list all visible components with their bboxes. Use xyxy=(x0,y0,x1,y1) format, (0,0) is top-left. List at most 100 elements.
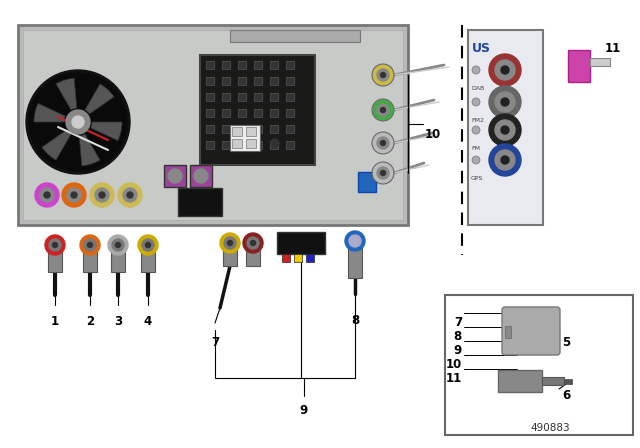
Circle shape xyxy=(115,242,120,247)
Bar xyxy=(230,125,260,151)
Bar xyxy=(111,240,125,272)
Circle shape xyxy=(377,104,389,116)
Text: 2: 2 xyxy=(86,315,94,328)
Circle shape xyxy=(220,233,240,253)
Bar xyxy=(222,109,230,117)
Circle shape xyxy=(35,183,59,207)
Circle shape xyxy=(66,110,90,134)
Bar xyxy=(590,58,610,66)
Bar xyxy=(238,109,246,117)
Circle shape xyxy=(501,66,509,74)
Bar xyxy=(200,55,315,165)
Bar xyxy=(286,93,294,101)
Wedge shape xyxy=(79,134,100,166)
Bar xyxy=(222,93,230,101)
Circle shape xyxy=(72,116,84,128)
Circle shape xyxy=(247,237,259,249)
Bar xyxy=(270,125,278,133)
Bar xyxy=(277,232,325,254)
Bar xyxy=(254,77,262,85)
Circle shape xyxy=(138,235,158,255)
Bar xyxy=(286,61,294,69)
Bar xyxy=(254,61,262,69)
Bar xyxy=(141,240,155,272)
Bar xyxy=(190,165,212,187)
Bar xyxy=(254,93,262,101)
Circle shape xyxy=(145,242,150,247)
Bar xyxy=(18,25,408,225)
Circle shape xyxy=(62,183,86,207)
Bar xyxy=(254,109,262,117)
Circle shape xyxy=(501,98,509,106)
Bar xyxy=(270,77,278,85)
Bar xyxy=(246,238,260,266)
Circle shape xyxy=(227,241,232,246)
Circle shape xyxy=(271,139,279,147)
Bar xyxy=(48,240,62,272)
Circle shape xyxy=(373,65,393,85)
Bar xyxy=(542,377,564,385)
Circle shape xyxy=(49,239,61,251)
Text: US: US xyxy=(472,42,491,55)
Circle shape xyxy=(88,242,93,247)
Circle shape xyxy=(224,237,236,249)
Bar xyxy=(206,125,214,133)
Circle shape xyxy=(29,73,127,171)
Bar xyxy=(246,127,256,136)
Circle shape xyxy=(112,239,124,251)
Circle shape xyxy=(127,192,133,198)
Circle shape xyxy=(377,167,389,179)
Bar xyxy=(238,141,246,149)
Bar xyxy=(206,109,214,117)
Circle shape xyxy=(373,163,393,183)
Text: 11: 11 xyxy=(445,372,462,385)
Circle shape xyxy=(67,188,81,202)
FancyBboxPatch shape xyxy=(502,307,560,355)
Text: 7: 7 xyxy=(454,316,462,329)
Bar xyxy=(223,238,237,266)
Bar xyxy=(286,141,294,149)
Bar xyxy=(358,172,376,192)
Bar xyxy=(232,139,242,148)
Circle shape xyxy=(349,235,361,247)
Text: 1: 1 xyxy=(51,315,59,328)
Circle shape xyxy=(123,188,137,202)
Circle shape xyxy=(489,144,521,176)
Bar xyxy=(254,125,262,133)
Circle shape xyxy=(90,183,114,207)
Text: FM2: FM2 xyxy=(471,118,484,123)
Circle shape xyxy=(40,188,54,202)
Circle shape xyxy=(243,233,263,253)
Bar xyxy=(23,30,403,220)
Bar xyxy=(230,30,360,42)
Bar xyxy=(232,127,242,136)
Bar xyxy=(505,326,511,338)
Circle shape xyxy=(99,192,105,198)
Wedge shape xyxy=(91,122,122,141)
Circle shape xyxy=(381,73,385,78)
Bar xyxy=(468,30,543,225)
Bar xyxy=(238,61,246,69)
Circle shape xyxy=(84,239,96,251)
Circle shape xyxy=(26,70,130,174)
Circle shape xyxy=(80,235,100,255)
Text: 3: 3 xyxy=(114,315,122,328)
Circle shape xyxy=(108,235,128,255)
Bar xyxy=(568,50,590,82)
Circle shape xyxy=(489,86,521,118)
Wedge shape xyxy=(56,78,77,110)
Text: 4: 4 xyxy=(144,315,152,328)
Circle shape xyxy=(194,169,208,183)
Bar xyxy=(445,295,633,435)
Circle shape xyxy=(495,150,515,170)
Circle shape xyxy=(495,60,515,80)
Circle shape xyxy=(381,141,385,146)
Bar xyxy=(294,254,302,262)
Circle shape xyxy=(45,235,65,255)
Circle shape xyxy=(345,231,365,251)
Circle shape xyxy=(472,66,480,74)
Bar xyxy=(270,61,278,69)
Bar xyxy=(270,93,278,101)
Text: 490883: 490883 xyxy=(530,423,570,433)
Text: 11: 11 xyxy=(605,42,621,55)
